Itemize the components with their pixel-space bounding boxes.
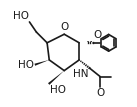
Text: HN: HN [73, 69, 89, 79]
Text: HO: HO [13, 11, 29, 21]
Text: O: O [93, 30, 101, 40]
Polygon shape [35, 60, 49, 66]
Polygon shape [48, 71, 64, 85]
Text: ··: ·· [86, 36, 94, 49]
Text: O: O [96, 88, 104, 98]
Text: HO: HO [18, 59, 34, 70]
Text: O: O [60, 22, 68, 32]
Text: HO: HO [50, 85, 66, 95]
